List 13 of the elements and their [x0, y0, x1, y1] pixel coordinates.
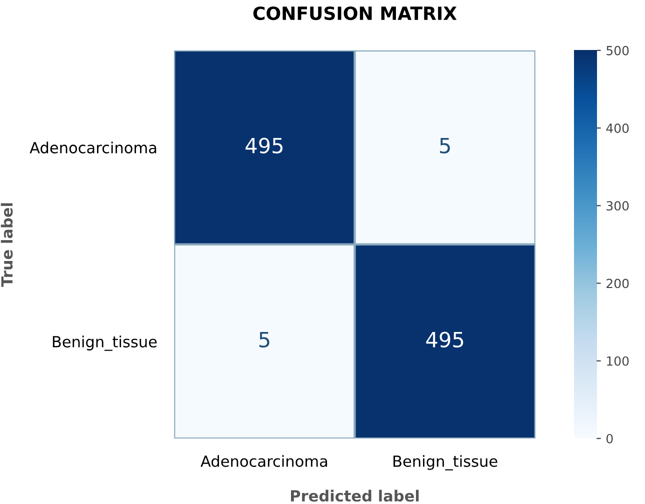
data-label: 5: [440, 138, 450, 154]
y-axis-title: True label: [0, 203, 13, 287]
color-bar-label: 0: [606, 434, 613, 444]
data-label: 5: [259, 332, 270, 348]
chart-title: CONFUSION MATRIX: [253, 6, 457, 20]
color-bar-label: 100: [607, 356, 629, 366]
data-label: 495: [426, 332, 464, 348]
color-bar-label: 500: [606, 46, 629, 56]
color-bar-label: 300: [606, 201, 629, 211]
x-axis-title: Predicted label: [290, 490, 419, 502]
color-bar-label: 200: [606, 278, 629, 288]
data-label: 495: [246, 138, 283, 154]
color-bar-label: 400: [606, 123, 629, 133]
